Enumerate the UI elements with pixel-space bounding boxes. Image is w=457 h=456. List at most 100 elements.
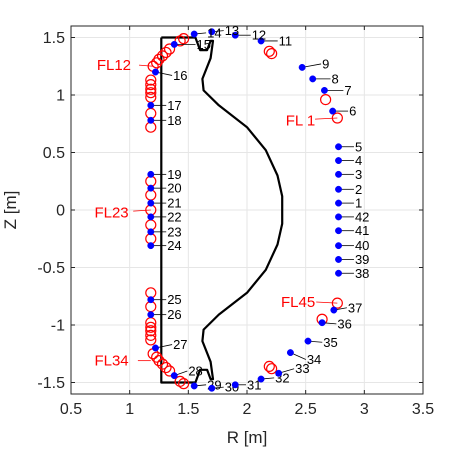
flux-loop-marker: [145, 321, 157, 333]
y-tick-label: -1.5: [37, 375, 65, 392]
flux-loop-marker: [178, 378, 190, 390]
probe-label: 33: [295, 361, 309, 376]
flux-loop-marker: [263, 45, 275, 57]
probe-label: 40: [355, 238, 369, 253]
probe-marker: [335, 199, 342, 207]
probe-label: 7: [344, 83, 351, 98]
flux-loop-marker: [163, 43, 176, 55]
probe-label: 18: [167, 113, 181, 128]
probe-label: 16: [173, 68, 187, 83]
probe-marker: [147, 184, 155, 192]
probe-marker: [147, 199, 155, 207]
probe-label: 37: [348, 300, 362, 315]
probe-marker: [152, 68, 159, 76]
probe-label: 41: [355, 223, 369, 238]
probe-marker: [147, 116, 155, 124]
probe-label: 1: [355, 196, 362, 211]
probe-label: 15: [197, 37, 211, 52]
probe-label: 4: [355, 153, 362, 168]
probe-label: 35: [323, 335, 337, 350]
probe-marker: [335, 242, 342, 250]
flux-loop-marker: [145, 74, 157, 86]
probe-marker: [170, 372, 178, 380]
probe-marker: [147, 296, 155, 304]
probe-marker: [231, 31, 239, 39]
probe-marker: [335, 213, 342, 221]
probe-marker: [298, 63, 306, 71]
probe-marker: [309, 75, 317, 83]
probe-marker: [147, 242, 155, 250]
flux-loop-labels: FL 1 FL12 FL23 FL34 FL45: [94, 57, 338, 370]
probe-label: 31: [247, 377, 261, 392]
x-tick-label: 2.5: [295, 401, 317, 418]
probe-marker: [170, 40, 178, 48]
probe-label: 42: [355, 209, 369, 224]
probe-marker: [257, 37, 265, 45]
flux-loop-marker: [156, 50, 169, 62]
probe-label: 23: [167, 224, 181, 239]
flux-loop-marker: [266, 363, 278, 375]
probe-marker: [147, 228, 155, 236]
y-axis-title: Z [m]: [1, 191, 20, 230]
probe-marker: [335, 269, 342, 277]
probe-marker: [147, 170, 155, 178]
flux-loop-marker: [145, 79, 157, 91]
flux-loop-marker: [263, 360, 275, 372]
vessel-wall: [160, 36, 284, 384]
probe-marker: [304, 337, 312, 345]
probe-marker: [231, 381, 239, 389]
flux-loop-marker: [160, 361, 172, 374]
probe-label: 24: [167, 238, 181, 253]
x-tick-label: 2: [243, 401, 252, 418]
flux-loop-marker: [174, 35, 186, 47]
probe-marker: [335, 157, 342, 165]
probe-marker: [152, 344, 159, 352]
flux-loop-marker: [266, 47, 278, 60]
x-tick-label: 1.5: [177, 401, 199, 418]
loop-label: FL23: [94, 204, 128, 221]
x-tick-label: 1: [125, 401, 134, 418]
loop-label-leader: [139, 64, 154, 67]
probe-marker: [330, 306, 338, 314]
probe-label: 22: [167, 209, 181, 224]
grid: [70, 26, 424, 394]
probe-label: 13: [225, 23, 239, 38]
probe-label: 9: [322, 56, 329, 71]
probe-label: 36: [337, 316, 351, 331]
probe-marker: [320, 86, 328, 94]
flux-loop-marker: [145, 83, 157, 95]
flux-loop-marker: [163, 365, 176, 377]
probe-marker: [275, 369, 283, 377]
probe-marker: [286, 349, 294, 357]
loop-label: FL34: [94, 353, 128, 370]
probe-marker: [147, 101, 155, 109]
y-tick-label: 0.5: [43, 145, 65, 162]
probe-marker: [335, 143, 342, 151]
x-axis-title: R [m]: [227, 428, 268, 447]
probe-label: 26: [167, 307, 181, 322]
loop-label-leader: [316, 301, 338, 304]
probe-label: 25: [167, 292, 181, 307]
probe-marker: [208, 384, 216, 392]
probe-label: 28: [188, 364, 202, 379]
probe-marker: [329, 107, 337, 115]
x-tick-label: 0.5: [60, 401, 82, 418]
probe-label: 38: [355, 266, 369, 281]
y-tick-label: -1: [51, 318, 65, 335]
probe-label: 5: [355, 139, 362, 154]
x-tick-label: 3.5: [412, 401, 434, 418]
probe-marker: [147, 213, 155, 221]
probe-marker: [257, 375, 265, 383]
axes: 0.5 1 1.5 2 2.5 3 3.5 -1.5 -1 -0.5 0 0.5 1 1.5: [37, 25, 434, 418]
probe-marker: [335, 170, 342, 178]
flux-loop-marker: [151, 351, 163, 363]
probe-label: 34: [307, 352, 321, 367]
probe-marker: [190, 382, 198, 390]
probe-label: 21: [167, 196, 181, 211]
flux-loop-marker: [160, 46, 172, 59]
probe-label: 11: [279, 33, 293, 48]
flux-loop-marker: [145, 334, 157, 346]
vessel-outline: [160, 36, 284, 384]
y-tick-label: -0.5: [37, 260, 65, 277]
